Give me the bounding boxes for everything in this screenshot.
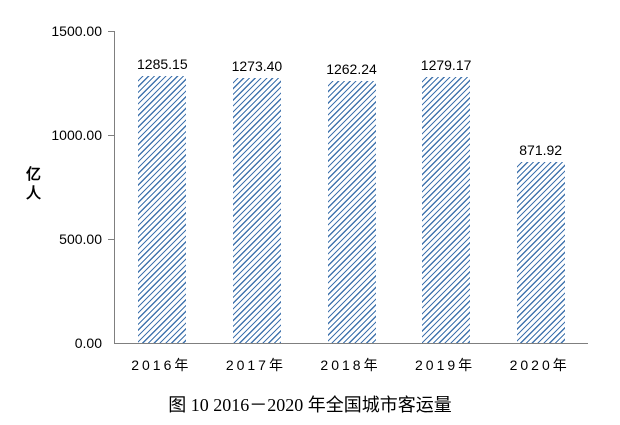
bar-value-label: 1279.17 [420, 56, 472, 73]
x-axis-label-2017年: 2017年 [225, 357, 286, 373]
y-tick-label: 1000.00 [51, 127, 102, 143]
chart-caption: 图 10 2016－2020 年全国城市客运量 [168, 395, 452, 415]
x-axis-label-2018年: 2018年 [320, 357, 381, 373]
x-axis-label-2019年: 2019年 [415, 357, 476, 373]
bar-value-label: 1262.24 [326, 60, 377, 77]
bar-2017年 [232, 78, 281, 343]
y-axis-tick-mark [108, 31, 114, 32]
bar-2019年 [422, 76, 471, 343]
y-tick-label: 1500.00 [51, 23, 102, 39]
bar-value-label: 1273.40 [231, 58, 283, 75]
bar-2018年 [327, 80, 376, 343]
y-tick-label: 500.00 [59, 231, 102, 247]
y-axis-title: 亿人 [26, 166, 42, 202]
y-axis-tick-mark [108, 239, 114, 240]
bar-value-label: 871.92 [519, 141, 563, 158]
x-axis-label-2020年: 2020年 [509, 357, 570, 373]
y-tick-label: 0.00 [74, 335, 102, 351]
bar-2016年 [138, 75, 187, 343]
bar-2020年 [516, 161, 565, 343]
plot-area: 1285.15 1273.40 1262.24 1279.17 871.92 [114, 31, 588, 344]
bar-value-label: 1285.15 [136, 55, 188, 72]
x-axis-label-2016年: 2016年 [131, 357, 192, 373]
y-axis-tick-mark [108, 135, 114, 136]
